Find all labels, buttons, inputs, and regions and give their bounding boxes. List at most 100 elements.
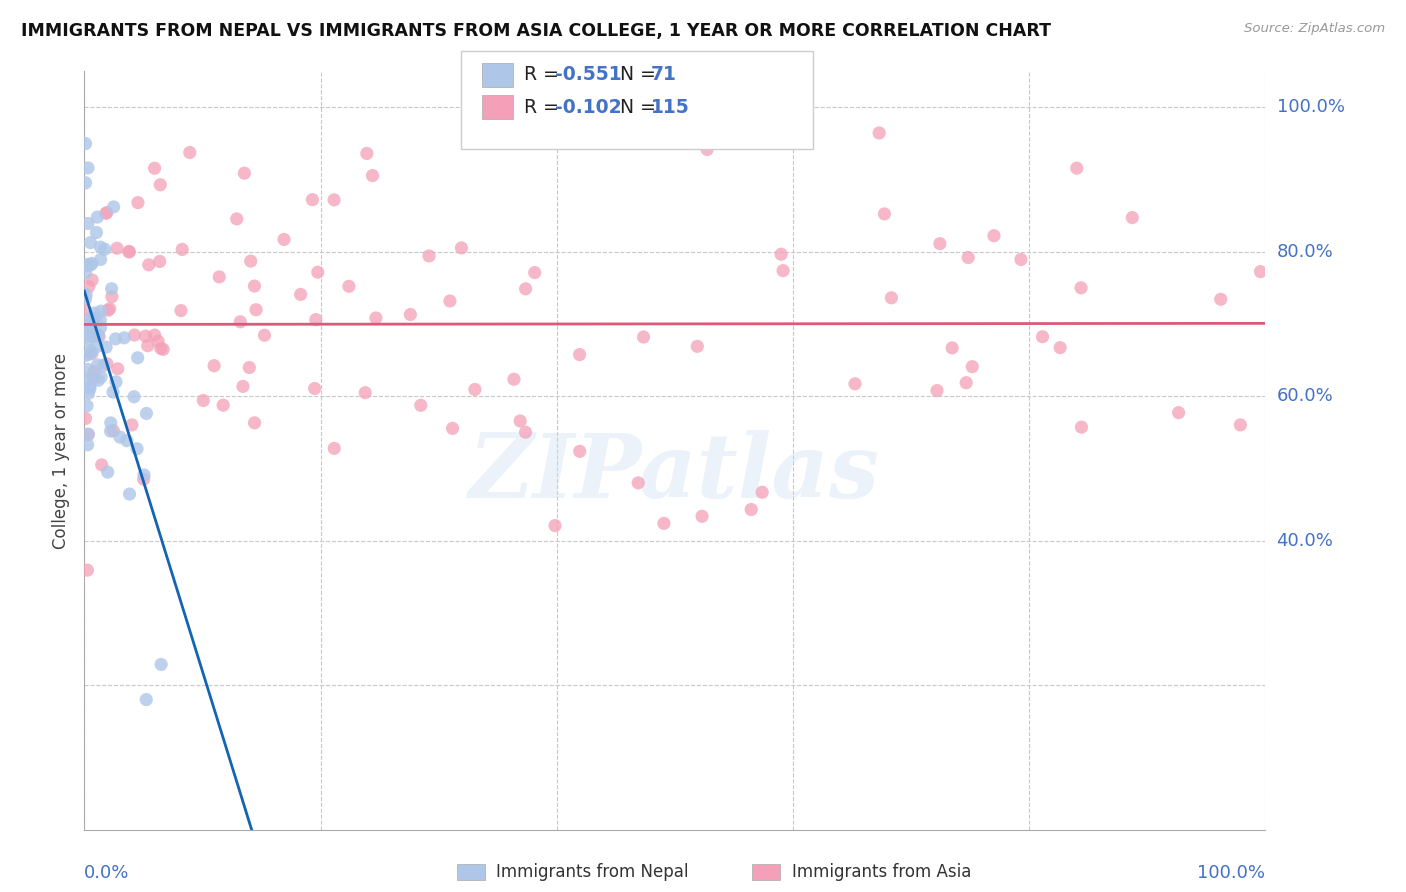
Point	[1249, 264, 1271, 278]
Point	[686, 339, 709, 353]
Point	[304, 382, 326, 396]
Point	[627, 475, 650, 490]
Text: 80.0%: 80.0%	[1277, 243, 1333, 260]
Point	[90, 304, 112, 318]
Point	[75, 326, 97, 341]
Point	[515, 282, 537, 296]
Point	[94, 242, 117, 256]
Point	[1010, 252, 1032, 267]
Point	[108, 430, 131, 444]
Point	[652, 516, 675, 531]
Point	[238, 360, 260, 375]
Point	[75, 411, 97, 425]
Point	[253, 328, 276, 343]
Point	[83, 313, 105, 327]
Text: 100.0%: 100.0%	[1277, 98, 1344, 117]
Text: 71: 71	[651, 65, 676, 85]
Point	[941, 341, 963, 355]
Point	[115, 434, 138, 448]
Text: -0.551: -0.551	[555, 65, 621, 85]
Point	[439, 293, 461, 308]
Point	[290, 287, 312, 301]
Point	[80, 310, 103, 325]
Point	[690, 509, 713, 524]
Point	[143, 328, 166, 343]
Point	[149, 254, 172, 268]
Point	[243, 279, 266, 293]
Point	[125, 442, 148, 456]
Point	[76, 563, 98, 577]
Point	[179, 145, 201, 160]
Point	[89, 320, 111, 334]
Point	[76, 334, 98, 348]
Point	[90, 370, 112, 384]
Point	[79, 235, 101, 250]
Point	[103, 200, 125, 214]
Point	[118, 245, 141, 260]
Point	[1121, 211, 1143, 225]
Point	[152, 343, 174, 357]
Point	[96, 205, 118, 219]
Point	[696, 143, 718, 157]
Text: IMMIGRANTS FROM NEPAL VS IMMIGRANTS FROM ASIA COLLEGE, 1 YEAR OR MORE CORRELATIO: IMMIGRANTS FROM NEPAL VS IMMIGRANTS FROM…	[21, 22, 1052, 40]
Point	[100, 416, 122, 430]
Point	[307, 265, 329, 279]
Point	[77, 427, 100, 442]
Point	[76, 330, 98, 344]
Point	[135, 329, 157, 343]
Point	[356, 146, 378, 161]
Point	[121, 417, 143, 432]
Point	[90, 240, 112, 254]
Text: Immigrants from Asia: Immigrants from Asia	[792, 863, 972, 881]
Point	[233, 166, 256, 180]
Point	[323, 442, 346, 456]
Point	[273, 232, 295, 246]
Point	[77, 427, 100, 442]
Point	[104, 332, 127, 346]
Point	[1049, 341, 1071, 355]
Point	[323, 193, 346, 207]
Point	[75, 136, 97, 151]
Text: 100.0%: 100.0%	[1198, 863, 1265, 881]
Point	[772, 263, 794, 277]
Point	[82, 369, 104, 384]
Point	[568, 347, 591, 361]
Point	[202, 359, 225, 373]
Point	[132, 472, 155, 486]
Point	[96, 340, 118, 354]
Point	[83, 365, 105, 379]
Point	[83, 329, 105, 343]
Point	[170, 303, 193, 318]
Text: R =: R =	[524, 97, 565, 117]
Point	[868, 126, 890, 140]
Point	[127, 195, 149, 210]
Point	[87, 373, 110, 387]
Point	[229, 315, 252, 329]
Point	[122, 390, 145, 404]
Point	[509, 414, 531, 428]
Point	[1070, 420, 1092, 434]
Point	[101, 385, 124, 400]
Point	[76, 258, 98, 272]
Point	[82, 256, 104, 270]
Point	[80, 315, 103, 329]
Point	[983, 228, 1005, 243]
Point	[75, 320, 97, 334]
Point	[77, 161, 100, 175]
Point	[751, 485, 773, 500]
Point	[89, 313, 111, 327]
Point	[928, 236, 950, 251]
Point	[118, 487, 141, 501]
Point	[75, 176, 97, 190]
Point	[957, 251, 980, 265]
Point	[1229, 417, 1251, 432]
Point	[77, 362, 100, 376]
Text: 40.0%: 40.0%	[1277, 532, 1333, 549]
Point	[105, 241, 128, 255]
Point	[880, 291, 903, 305]
Point	[146, 334, 169, 349]
Point	[76, 321, 98, 335]
Point	[75, 292, 97, 306]
Point	[873, 207, 896, 221]
Point	[105, 375, 128, 389]
